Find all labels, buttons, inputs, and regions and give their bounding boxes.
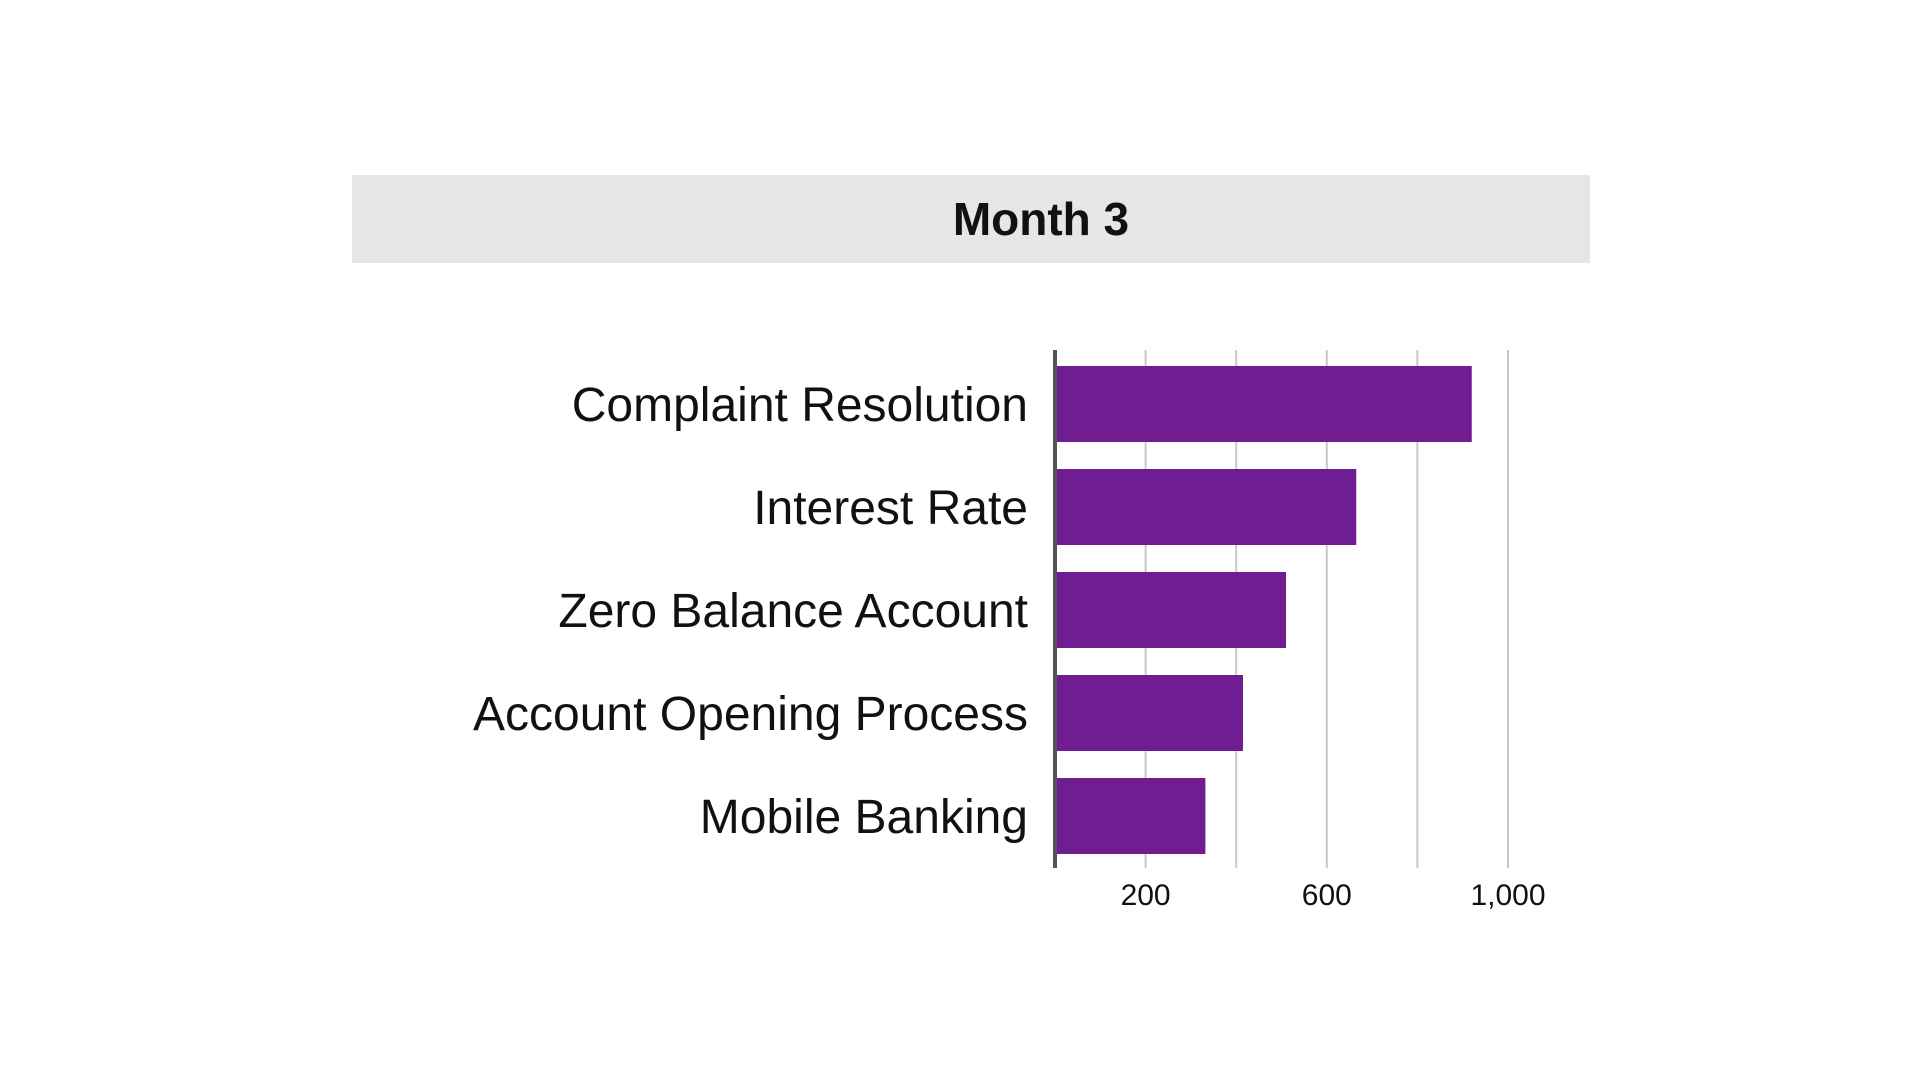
bar	[1055, 778, 1206, 854]
category-label: Interest Rate	[753, 482, 1028, 535]
x-tick-label: 1,000	[1470, 879, 1545, 912]
category-label: Zero Balance Account	[558, 585, 1028, 638]
x-tick-label: 600	[1302, 879, 1352, 912]
category-label: Mobile Banking	[700, 791, 1028, 844]
bar-layer	[1055, 366, 1472, 854]
bar	[1055, 469, 1357, 545]
category-label: Complaint Resolution	[572, 379, 1028, 432]
bar	[1055, 572, 1287, 648]
bar	[1055, 675, 1243, 751]
x-tick-label: 200	[1121, 879, 1171, 912]
tick-label-layer: 200 600 1,000	[1121, 879, 1546, 912]
chart-title: Month 3	[952, 193, 1130, 245]
category-label-layer: Complaint Resolution Interest Rate Zero Ba…	[473, 379, 1028, 844]
category-label: Account Opening Process	[473, 688, 1028, 741]
title-band: Month 3	[352, 175, 1590, 263]
bar	[1055, 366, 1472, 442]
